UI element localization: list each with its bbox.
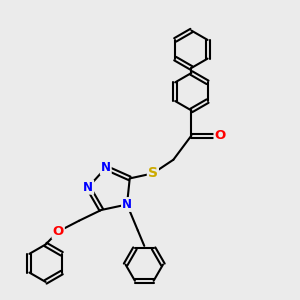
Text: S: S	[148, 167, 158, 180]
Text: O: O	[214, 129, 226, 142]
Text: O: O	[52, 225, 64, 238]
Text: N: N	[122, 198, 132, 211]
Text: N: N	[83, 181, 93, 194]
Text: N: N	[101, 161, 111, 174]
